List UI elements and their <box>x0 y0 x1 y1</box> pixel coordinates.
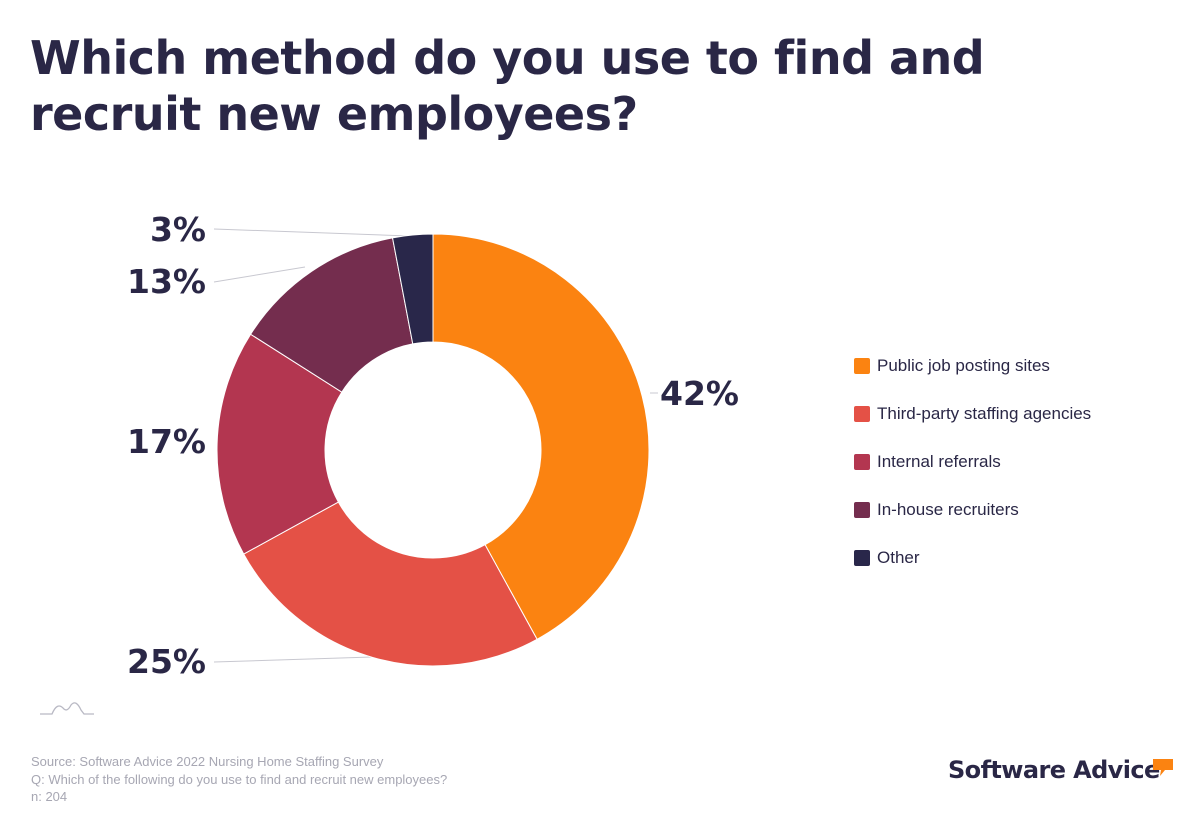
percent-labels: 42% 25% 17% 13% 3% <box>127 210 739 681</box>
sample-size-note: n: 204 <box>31 789 68 804</box>
leader-line <box>213 656 373 663</box>
speech-bubble-icon <box>1153 759 1173 776</box>
legend-item-public-job-posting-sites: Public job posting sites <box>854 342 1091 390</box>
legend-label: Internal referrals <box>877 452 1001 471</box>
legend-label: Public job posting sites <box>877 356 1050 375</box>
percent-label: 17% <box>127 422 206 461</box>
brand-logo-text: Software Advice <box>948 756 1160 784</box>
question-note: Q: Which of the following do you use to … <box>31 771 448 787</box>
percent-label: 3% <box>150 210 206 249</box>
legend-item-other: Other <box>854 534 1091 582</box>
legend-label: Third-party staffing agencies <box>877 404 1092 423</box>
legend-swatch <box>854 502 870 518</box>
percent-label: 42% <box>660 374 739 413</box>
legend-swatch <box>854 550 870 566</box>
source-note: Source: Software Advice 2022 Nursing Hom… <box>31 754 384 769</box>
legend-swatch <box>854 454 870 470</box>
legend-swatch <box>854 358 870 374</box>
leader-lines <box>213 228 658 663</box>
legend-label: Other <box>877 548 920 567</box>
legend-item-in-house-recruiters: In-house recruiters <box>854 486 1091 534</box>
slice-third-party-staffing-agencies <box>243 501 538 667</box>
percent-label: 13% <box>127 262 206 301</box>
slice-other <box>391 233 434 345</box>
leader-line <box>213 228 411 237</box>
donut-slices <box>216 233 650 667</box>
legend-item-third-party-staffing-agencies: Third-party staffing agencies <box>854 390 1091 438</box>
footer-notes: Source: Software Advice 2022 Nursing Hom… <box>31 753 447 806</box>
percent-label: 25% <box>127 642 206 681</box>
legend-swatch <box>854 406 870 422</box>
slice-internal-referrals <box>216 333 343 555</box>
slice-public-job-posting-sites <box>432 233 650 640</box>
chart-title: Which method do you use to find and recr… <box>30 31 985 141</box>
legend-label: In-house recruiters <box>877 500 1019 519</box>
leader-line <box>213 266 306 283</box>
legend-item-internal-referrals: Internal referrals <box>854 438 1091 486</box>
wave-decoration-icon <box>40 702 94 715</box>
legend: Public job posting sites Third-party sta… <box>854 342 1091 582</box>
